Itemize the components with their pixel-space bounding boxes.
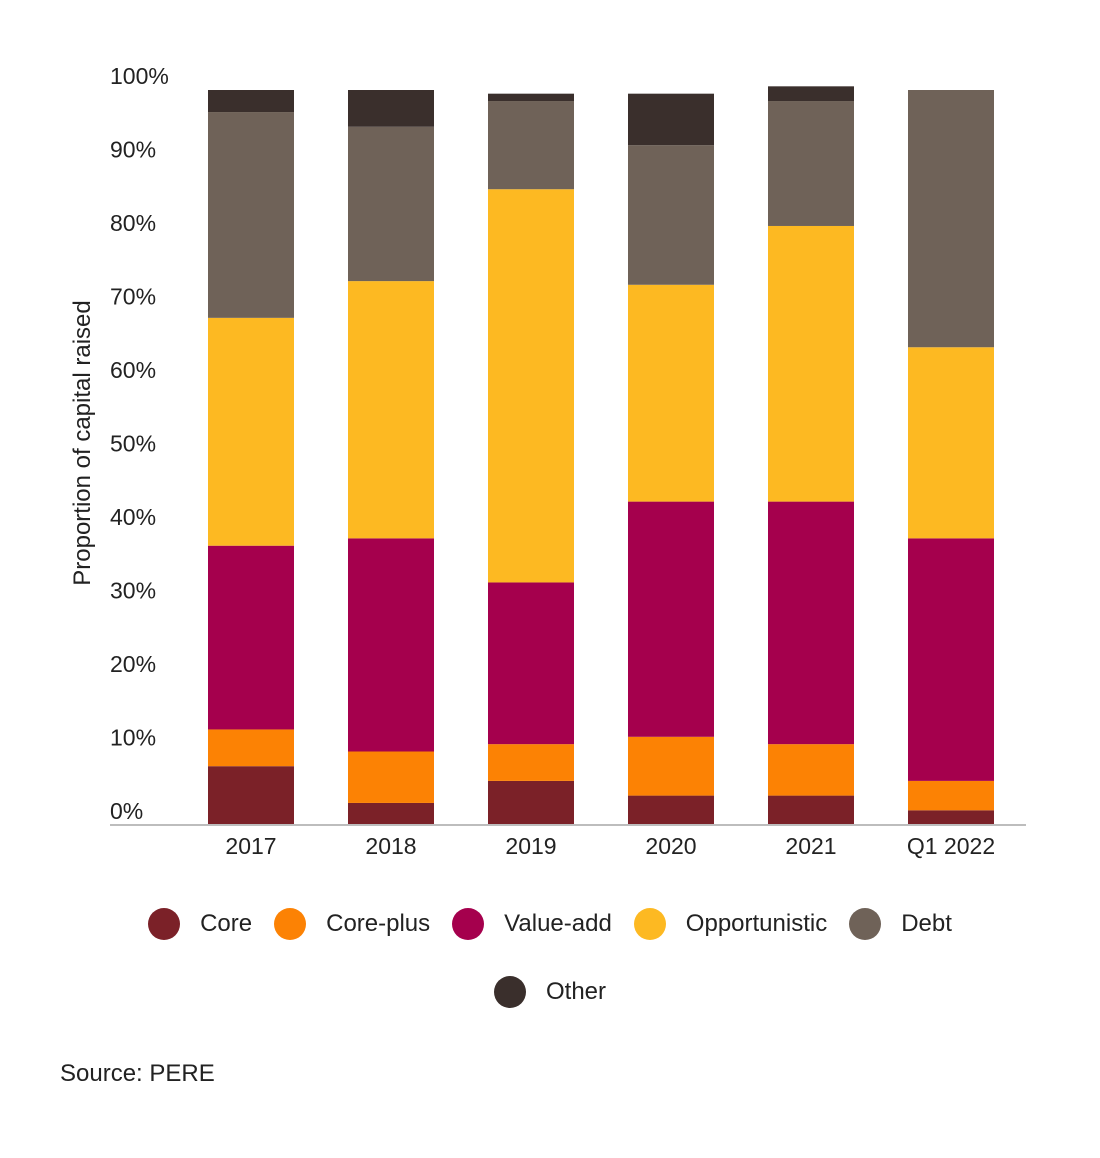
bar-segment-other-2018 bbox=[348, 90, 434, 127]
legend-item-value-add: Value-add bbox=[452, 908, 612, 940]
bar-segment-value-add-2021 bbox=[768, 501, 854, 745]
legend-label-core: Core bbox=[200, 910, 253, 937]
y-axis-label: Proportion of capital raised bbox=[69, 300, 96, 586]
bar-segment-opportunistic-2017 bbox=[208, 317, 294, 546]
source-note: Source: PERE bbox=[60, 1060, 215, 1087]
legend-item-core-plus: Core-plus bbox=[274, 908, 430, 940]
legend-item-core: Core bbox=[148, 908, 252, 940]
bar-segment-debt-2021 bbox=[768, 101, 854, 226]
bar-segment-debt-2018 bbox=[348, 126, 434, 282]
bar-segment-core-2020 bbox=[628, 795, 714, 825]
y-tick-label: 100% bbox=[110, 63, 169, 89]
bar-segment-opportunistic-q1-2022 bbox=[908, 347, 994, 539]
stacked-bar-chart: 0%10%20%30%40%50%60%70%80%90%100% 2017 20… bbox=[69, 63, 1026, 859]
bars-group bbox=[208, 86, 994, 825]
bar-segment-core-2018 bbox=[348, 802, 434, 825]
bar-segment-core-plus-2019 bbox=[488, 744, 574, 781]
bar-segment-value-add-2018 bbox=[348, 538, 434, 752]
y-tick-label: 50% bbox=[110, 431, 156, 457]
bar-segment-core-2017 bbox=[208, 766, 294, 825]
bar-segment-core-plus-q1-2022 bbox=[908, 780, 994, 811]
x-tick-label: 2019 bbox=[505, 833, 556, 859]
bar-segment-other-2019 bbox=[488, 93, 574, 102]
bar-segment-value-add-q1-2022 bbox=[908, 538, 994, 781]
bar-segment-debt-2017 bbox=[208, 112, 294, 318]
legend-swatch-core bbox=[148, 908, 181, 940]
legend-row-1: Core Core-plus Value-add Opportunistic D… bbox=[0, 908, 1100, 940]
legend-row-2: Other bbox=[0, 976, 1100, 1008]
x-tick-label: Q1 2022 bbox=[907, 833, 995, 859]
bar-segment-core-plus-2018 bbox=[348, 751, 434, 803]
legend-label-value-add: Value-add bbox=[504, 910, 612, 937]
y-tick-label: 0% bbox=[110, 798, 143, 824]
x-tick-label: 2021 bbox=[785, 833, 836, 859]
x-tick-label: 2020 bbox=[645, 833, 696, 859]
legend-swatch-debt bbox=[849, 908, 882, 940]
bar-segment-debt-2019 bbox=[488, 101, 574, 190]
bar-segment-core-plus-2021 bbox=[768, 744, 854, 796]
legend-swatch-other bbox=[493, 976, 526, 1008]
y-tick-label: 80% bbox=[110, 210, 156, 236]
bar-segment-core-plus-2020 bbox=[628, 736, 714, 796]
legend-item-opportunistic: Opportunistic bbox=[633, 908, 828, 940]
bar-segment-opportunistic-2021 bbox=[768, 225, 854, 502]
bar-segment-value-add-2020 bbox=[628, 501, 714, 737]
y-tick-label: 90% bbox=[110, 137, 156, 163]
legend-label-core-plus: Core-plus bbox=[326, 910, 431, 937]
x-tick-label: 2017 bbox=[225, 833, 276, 859]
y-tick-label: 60% bbox=[110, 357, 156, 383]
bar-segment-other-2021 bbox=[768, 86, 854, 102]
legend-item-other: Other bbox=[493, 976, 607, 1008]
bar-segment-other-2017 bbox=[208, 90, 294, 113]
y-tick-label: 10% bbox=[110, 725, 156, 751]
y-tick-label: 70% bbox=[110, 284, 156, 310]
bar-segment-other-2020 bbox=[628, 93, 714, 146]
legend-label-opportunistic: Opportunistic bbox=[685, 910, 828, 937]
legend-label-debt: Debt bbox=[901, 910, 952, 937]
bar-segment-opportunistic-2020 bbox=[628, 284, 714, 502]
bar-segment-core-2021 bbox=[768, 795, 854, 825]
bar-segment-opportunistic-2018 bbox=[348, 281, 434, 539]
x-axis-ticks: 2017 2018 2019 2020 2021 Q1 2022 bbox=[225, 833, 995, 859]
y-axis-ticks: 0% 10% 20% 30% 40% 50% 60% 70% 80% 90% 100% bbox=[110, 63, 169, 824]
legend-swatch-core-plus bbox=[274, 908, 307, 940]
bar-segment-opportunistic-2019 bbox=[488, 189, 574, 583]
bar-segment-value-add-2017 bbox=[208, 545, 294, 730]
bar-segment-value-add-2019 bbox=[488, 582, 574, 745]
legend-item-debt: Debt bbox=[849, 908, 952, 940]
legend-label-other: Other bbox=[545, 978, 607, 1005]
bar-segment-debt-2020 bbox=[628, 145, 714, 285]
x-tick-label: 2018 bbox=[365, 833, 416, 859]
y-tick-label: 30% bbox=[110, 578, 156, 604]
bar-segment-core-q1-2022 bbox=[908, 810, 994, 825]
bar-segment-core-2019 bbox=[488, 780, 574, 825]
y-tick-label: 40% bbox=[110, 504, 156, 530]
y-tick-label: 20% bbox=[110, 651, 156, 677]
legend-swatch-opportunistic bbox=[633, 908, 666, 940]
legend-swatch-value-add bbox=[452, 908, 485, 940]
bar-segment-debt-q1-2022 bbox=[908, 90, 994, 348]
bar-segment-core-plus-2017 bbox=[208, 729, 294, 767]
